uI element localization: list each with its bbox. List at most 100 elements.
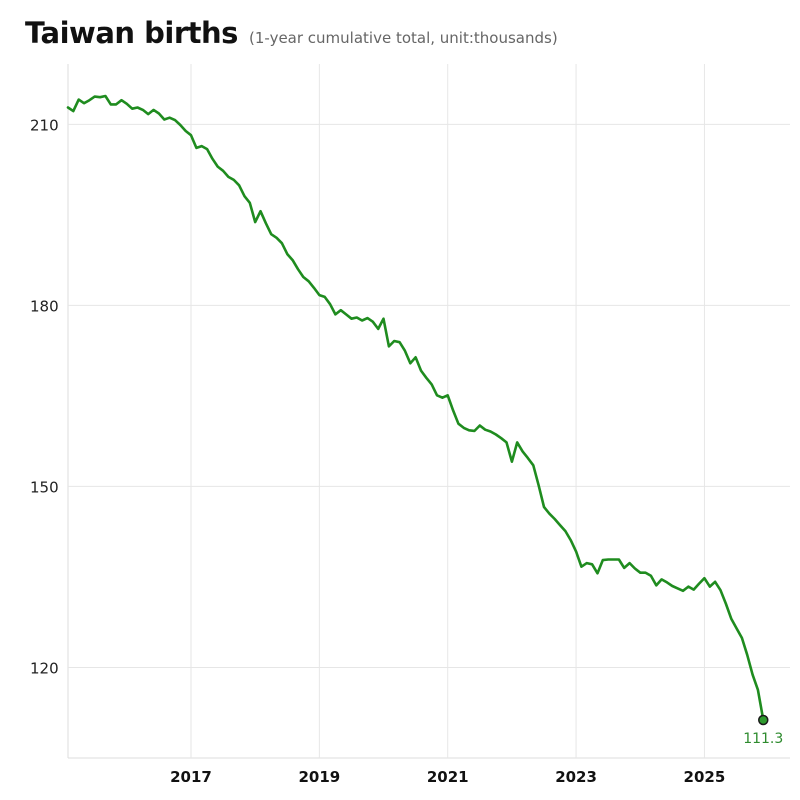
data-point [82, 101, 87, 106]
x-tick-label: 2025 [684, 768, 726, 786]
data-point [349, 316, 354, 321]
data-point [71, 109, 76, 114]
data-point [691, 587, 696, 592]
data-point [467, 428, 472, 433]
data-point [723, 601, 728, 606]
data-point [413, 355, 418, 360]
data-point [435, 393, 440, 398]
data-point [675, 586, 680, 591]
data-point [563, 529, 568, 534]
data-point [306, 279, 311, 284]
data-point [595, 571, 600, 576]
data-point [627, 561, 632, 566]
data-point [135, 105, 140, 110]
x-tick-label: 2019 [298, 768, 340, 786]
data-point [338, 308, 343, 313]
data-point [242, 194, 247, 199]
data-point [167, 115, 172, 120]
data-point [386, 344, 391, 349]
data-point [568, 538, 573, 543]
data-point [654, 583, 659, 588]
end-point-marker [758, 714, 769, 726]
y-axis: 120 150 180 210 [30, 116, 59, 677]
series: 111.3 [66, 93, 783, 747]
data-point [648, 573, 653, 578]
data-point [92, 94, 97, 99]
data-point [408, 361, 413, 366]
data-point [707, 584, 712, 589]
data-point [130, 106, 135, 111]
y-tick-label: 120 [30, 659, 59, 677]
data-point [301, 275, 306, 280]
data-point [381, 316, 386, 321]
data-point [87, 98, 92, 103]
data-point [547, 511, 552, 516]
data-point [670, 584, 675, 589]
data-point [429, 382, 434, 387]
data-point [600, 558, 605, 563]
data-point [504, 440, 509, 445]
data-point [643, 570, 648, 575]
data-point [215, 164, 220, 169]
data-point [745, 652, 750, 657]
data-point [456, 421, 461, 426]
data-point [520, 449, 525, 454]
data-point [194, 145, 199, 150]
data-point [558, 523, 563, 528]
data-point [119, 98, 124, 103]
data-point [584, 561, 589, 566]
data-point [664, 580, 669, 585]
chart-header: Taiwan births (1-year cumulative total, … [25, 16, 558, 50]
data-point [98, 95, 103, 100]
data-point [632, 566, 637, 571]
data-point [451, 408, 456, 413]
x-tick-label: 2017 [170, 768, 212, 786]
grid [67, 64, 790, 759]
data-point [402, 348, 407, 353]
data-point [156, 111, 161, 116]
data-point [66, 105, 71, 110]
data-point [162, 117, 167, 122]
data-point [552, 517, 557, 522]
data-point [258, 209, 263, 214]
data-point [734, 626, 739, 631]
data-point [76, 97, 81, 102]
data-point [697, 581, 702, 586]
data-point [226, 174, 231, 179]
data-point [541, 504, 546, 509]
data-point [477, 423, 482, 428]
y-tick-label: 180 [30, 297, 59, 315]
data-point [418, 368, 423, 373]
data-point [702, 576, 707, 581]
data-point [269, 232, 274, 237]
data-point [638, 570, 643, 575]
data-point [285, 252, 290, 257]
data-point [525, 456, 530, 461]
data-point [483, 427, 488, 432]
data-point [392, 338, 397, 343]
data-point [151, 107, 156, 112]
data-point [210, 156, 215, 161]
data-point [312, 285, 317, 290]
data-point [755, 687, 760, 692]
data-point [231, 177, 236, 182]
end-value-label: 111.3 [743, 731, 783, 747]
data-point [172, 118, 177, 123]
data-point [274, 235, 279, 240]
data-point [199, 144, 204, 149]
data-point [103, 93, 108, 98]
data-point [718, 588, 723, 593]
x-tick-label: 2021 [427, 768, 469, 786]
data-point [114, 102, 119, 107]
data-point [178, 122, 183, 127]
data-point [493, 432, 498, 437]
data-point [322, 294, 327, 299]
y-tick-label: 150 [30, 478, 59, 496]
data-point [360, 318, 365, 323]
series-line [66, 94, 765, 722]
x-tick-label: 2023 [555, 768, 597, 786]
data-point [686, 584, 691, 589]
data-point [370, 319, 375, 324]
data-point [124, 101, 129, 106]
